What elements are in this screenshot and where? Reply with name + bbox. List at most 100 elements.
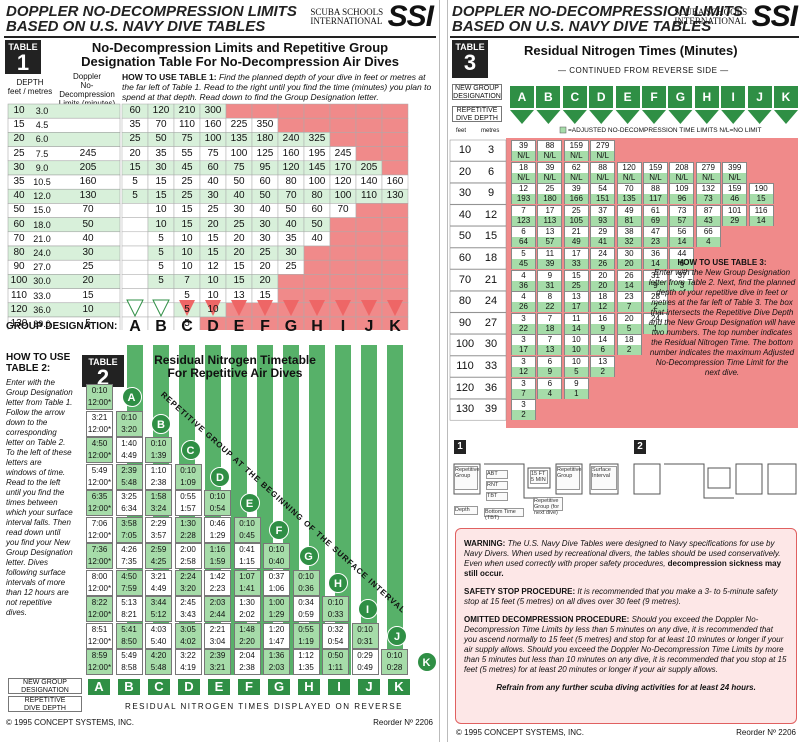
residual-nitrogen-time: 24 — [651, 313, 660, 323]
no-deco-limit: 205 — [79, 161, 97, 173]
interval-cell: 3:44 5:12 — [145, 596, 172, 622]
adjusted-limit: 64 — [512, 237, 535, 248]
depth-feet: 120 — [10, 303, 28, 315]
column-arrow — [774, 110, 798, 124]
omitted-paragraph: OMITTED DECOMPRESSION PROCEDURE: Should … — [464, 615, 788, 675]
interval-end: 4:49 — [150, 583, 167, 593]
diagram-label: Repetitive Group — [556, 466, 581, 490]
interval-start: 0:10 — [239, 518, 255, 528]
rep-depth-feet: 20 — [458, 165, 472, 178]
interval-cell: 2:39 3:21 — [204, 649, 231, 675]
interval-start: 4:03 — [150, 624, 167, 634]
rep-depth-feet: 70 — [458, 273, 472, 286]
feet-label: feet — [456, 128, 467, 134]
interval-start: 0:10 — [209, 492, 226, 501]
adjusted-limit: 5 — [617, 323, 641, 334]
interval-start: 2:39 — [209, 651, 226, 660]
new-group-i: I — [328, 679, 350, 695]
table1-row: 25 7.5 245 20 35 55 75 100 125 160 195 245 — [8, 147, 438, 161]
rep-depth-feet: 60 — [458, 252, 472, 264]
depth-cell-bg — [449, 398, 507, 421]
bottom-time: 50 — [233, 176, 245, 187]
rnt-reverse-note: RESIDUAL NITROGEN TIMES DISPLAYED ON REV… — [125, 702, 403, 711]
group-letter-j: J — [364, 318, 374, 335]
group-letter-d: D — [207, 318, 219, 335]
diagram-label: Repetitive Group — [454, 466, 479, 490]
interval-cell: 1:40 4:49 — [115, 437, 143, 463]
bottom-time: 30 — [207, 190, 219, 202]
group-designation-label: GROUP DESIGNATION: — [6, 321, 118, 332]
adjusted-limit: 3 — [670, 280, 694, 291]
no-deco-limit: 20 — [82, 275, 94, 287]
rep-depth-metres: 3 — [487, 144, 495, 156]
bottom-time: 10 — [207, 275, 219, 287]
table1-row: 100 30.0 20 5 7 10 15 20 — [8, 274, 438, 288]
adjusted-limit: 9 — [644, 280, 667, 291]
adjusted-limit: 93 — [591, 215, 615, 226]
new-group-label: NEW GROUP DESIGNATION — [8, 678, 82, 694]
column-arrow — [615, 110, 640, 124]
interval-cell: 0:10 1:39 — [145, 437, 172, 463]
group-letter-h: H — [311, 318, 323, 335]
rnt-cell: 29 41 — [590, 226, 616, 248]
safety-text: It is recommended that you make a 3- to … — [464, 587, 778, 606]
bottom-time: 13 — [233, 289, 245, 301]
interval-end: 1:39 — [150, 451, 167, 460]
continued-label: — CONTINUED FROM REVERSE SIDE — — [558, 66, 729, 75]
residual-nitrogen-time: 120 — [622, 162, 636, 172]
interval-cell: 2:03 2:44 — [204, 596, 231, 622]
interval-start: 2:29 — [150, 518, 167, 528]
bottom-time: 120 — [152, 105, 170, 116]
table1-row: 60 18.0 50 10 15 20 25 30 40 50 — [8, 218, 438, 232]
interval-cell: 7:36 12:00* — [86, 543, 113, 569]
interval-cell: 1:20 1:47 — [263, 622, 290, 649]
bottom-time: 5 — [158, 247, 164, 258]
rnt-cell: 7 18 — [537, 312, 563, 334]
bottom-time: 35 — [285, 232, 297, 244]
new-group-e: E — [208, 679, 230, 695]
depth-metres: 9.0 — [35, 162, 49, 173]
table3-instructions: HOW TO USE TABLE 3: Enter with the New G… — [648, 258, 796, 378]
how-label: HOW TO USE TABLE 1: — [122, 72, 217, 82]
interval-end: 1:57 — [180, 504, 196, 513]
interval-start: 1:58 — [150, 492, 167, 501]
new-group-j: J — [358, 679, 380, 695]
rnt-cell: 279 N/L — [590, 140, 616, 161]
residual-nitrogen-time: 26 — [624, 270, 634, 280]
diagram-label: TBT — [486, 492, 508, 501]
bottom-time: 25 — [233, 218, 245, 230]
group-letter-b: B — [155, 318, 167, 335]
bottom-time: 70 — [285, 190, 297, 202]
residual-nitrogen-time: 13 — [545, 227, 555, 237]
table3-group-h: H — [694, 86, 719, 108]
interval-start: 5:41 — [121, 624, 137, 634]
interval-end: 12:00* — [87, 610, 112, 619]
table-word: TABLE — [8, 42, 38, 52]
table1-row: 20 6.0 25 50 75 100 135 180 240 325 — [8, 132, 438, 146]
rnt-cell: 25 180 — [537, 183, 563, 205]
residual-nitrogen-time: 56 — [677, 227, 687, 237]
interval-start: 1:10 — [150, 465, 167, 475]
adjusted-limit: N/L — [723, 172, 747, 183]
rnt-cell: 18 2 — [616, 334, 642, 356]
interval-start: 0:10 — [121, 412, 137, 422]
how3-text: Enter with the New Group Designation let… — [648, 268, 796, 377]
interval-start: 1:00 — [268, 598, 285, 607]
adjusted-limit: 20 — [617, 259, 641, 269]
bottom-time: 30 — [259, 232, 271, 244]
column-arrow — [668, 110, 693, 124]
rnt-cell: 279 N/L — [695, 161, 721, 183]
adjusted-limit: 13 — [538, 345, 562, 356]
rnt-cell: 20 5 — [616, 312, 642, 334]
table2-badge: TABLE 2 — [82, 355, 124, 389]
interval-end: 1:19 — [298, 636, 314, 646]
depth-cell-bg — [449, 355, 507, 378]
rnt-cell: 9 31 — [537, 269, 563, 291]
adjusted-limit: 9 — [538, 367, 562, 377]
brand-name: SCUBA SCHOOLS INTERNATIONAL — [674, 7, 748, 26]
bottom-time: 5 — [184, 318, 190, 329]
bottom-time: 180 — [256, 133, 274, 145]
